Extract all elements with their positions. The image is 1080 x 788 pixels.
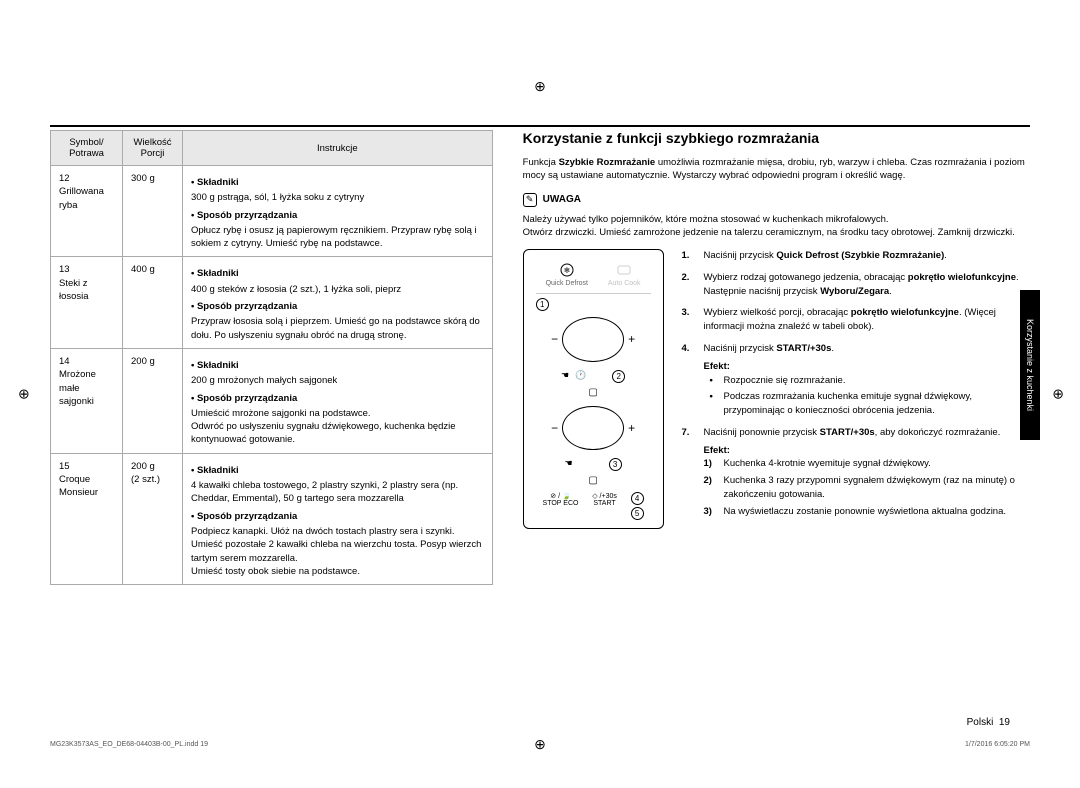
hand-icon: ☚: [561, 370, 569, 383]
callout-3: 3: [609, 458, 622, 471]
control-panel-diagram: ❄ Quick Defrost Auto Cook 1 ☚ 🕐 2: [523, 249, 664, 529]
effect-item: Rozpocznie się rozmrażanie.: [720, 374, 1031, 388]
table-row: 13 Steki z łososia400 gSkładniki400 g st…: [51, 257, 493, 348]
th-symbol: Symbol/ Potrawa: [51, 131, 123, 166]
table-row: 12 Grillowana ryba300 gSkładniki300 g ps…: [51, 166, 493, 257]
step-5: Naciśnij ponownie przycisk START/+30s, a…: [682, 426, 1031, 519]
page-footer: Polski 19: [967, 717, 1010, 728]
callout-1: 1: [536, 298, 549, 311]
attention-body: Należy używać tylko pojemników, które mo…: [523, 213, 1030, 240]
effect-item: Kuchenka 4-krotnie wyemituje sygnał dźwi…: [720, 457, 1031, 471]
stop-eco-group: ⊘ / 🍃 STOP ECO: [543, 492, 579, 520]
hand-icon-2: ☚: [565, 458, 573, 471]
square-icon-2: ▢: [536, 475, 651, 486]
effect-label-2: Efekt:: [704, 444, 1031, 458]
start-group: ◇ /+30s START: [592, 492, 617, 520]
table-row: 15 Croque Monsieur200 g (2 szt.)Składnik…: [51, 453, 493, 584]
step-1: Naciśnij przycisk Quick Defrost (Szybkie…: [682, 249, 1031, 263]
dial-bottom: [562, 406, 624, 451]
intro-text: Funkcja Szybkie Rozmrażanie umożliwia ro…: [523, 156, 1030, 183]
dial-top: [562, 317, 624, 362]
section-heading: Korzystanie z funkcji szybkiego rozmraża…: [523, 130, 1030, 146]
square-icon: ▢: [536, 387, 651, 398]
table-row: 14 Mrożone małe sajgonki200 gSkładniki20…: [51, 348, 493, 453]
side-tab: Korzystanie z kuchenki: [1020, 290, 1040, 440]
clock-icon: 🕐: [575, 370, 586, 383]
attention-heading: ✎ UWAGA: [523, 193, 1030, 207]
auto-cook-icon: Auto Cook: [608, 262, 641, 287]
svg-text:❄: ❄: [563, 266, 570, 275]
callout-2: 2: [612, 370, 625, 383]
effect-item: Kuchenka 3 razy przypomni sygnałem dźwię…: [720, 474, 1031, 502]
callout-4: 4: [631, 492, 644, 505]
footer-date: 1/7/2016 6:05:20 PM: [965, 741, 1030, 748]
th-portion: Wielkość Porcji: [123, 131, 183, 166]
step-4: Naciśnij przycisk START/+30s. Efekt: Roz…: [682, 342, 1031, 418]
effect-item: Podczas rozmrażania kuchenka emituje syg…: [720, 390, 1031, 418]
cooking-table: Symbol/ Potrawa Wielkość Porcji Instrukc…: [50, 130, 493, 585]
steps-list: Naciśnij przycisk Quick Defrost (Szybkie…: [682, 249, 1031, 529]
th-instructions: Instrukcje: [183, 131, 493, 166]
callout-5: 5: [631, 507, 644, 520]
step-2: Wybierz rodzaj gotowanego jedzenia, obra…: [682, 271, 1031, 299]
step-3: Wybierz wielkość porcji, obracając pokrę…: [682, 306, 1031, 334]
effect-item: Na wyświetlaczu zostanie ponownie wyświe…: [720, 505, 1031, 519]
quick-defrost-icon: ❄ Quick Defrost: [546, 262, 588, 287]
header-rule: [50, 125, 1030, 127]
effect-label-1: Efekt:: [704, 360, 1031, 374]
attention-label: UWAGA: [543, 194, 581, 205]
cooking-table-section: Symbol/ Potrawa Wielkość Porcji Instrukc…: [50, 130, 493, 585]
note-icon: ✎: [523, 193, 537, 207]
footer-filename: MG23K3573AS_EO_DE68-04403B-00_PL.indd 19: [50, 741, 208, 748]
registration-mark-top: ⊕: [534, 78, 546, 95]
